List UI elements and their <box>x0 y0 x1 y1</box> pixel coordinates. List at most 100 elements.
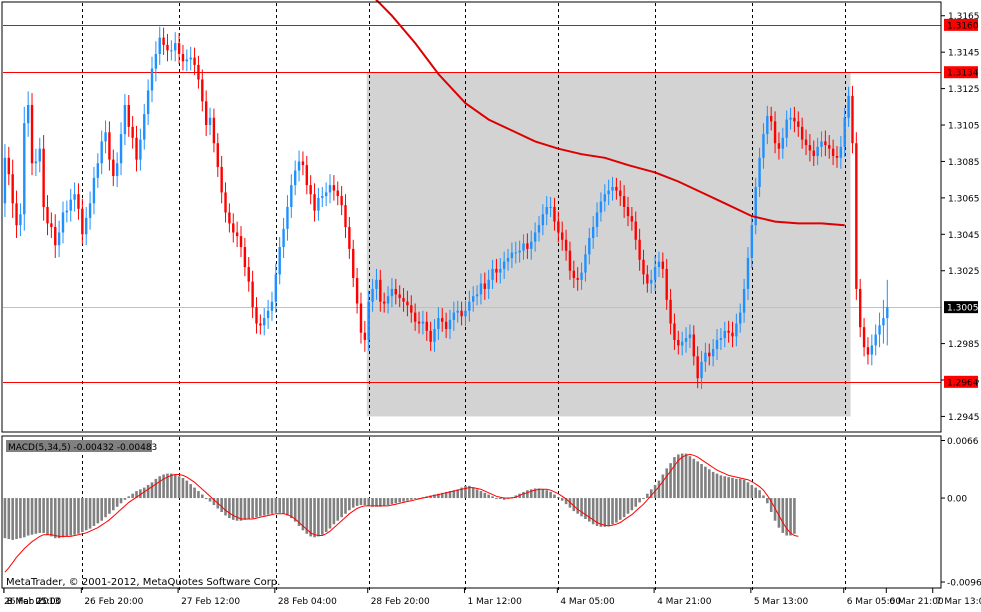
macd-bar <box>433 494 436 499</box>
macd-bar <box>139 489 142 499</box>
candle-body <box>3 157 7 204</box>
candle-body <box>843 117 846 147</box>
macd-bar <box>22 498 26 538</box>
time-tick-label: 26 Feb 20:00 <box>84 597 143 607</box>
candle-body <box>146 90 150 115</box>
macd-bar <box>96 498 100 524</box>
candle-body <box>212 117 216 144</box>
indicator-label-bg <box>6 440 152 452</box>
macd-bar <box>154 478 158 499</box>
macd-bar <box>247 498 251 519</box>
candle-body <box>773 121 777 144</box>
indicator-axis[interactable]: 0.0066 0.00 -0.00963 <box>941 437 981 589</box>
macd-bar <box>607 498 610 526</box>
candle-body <box>789 117 792 120</box>
candle-body <box>143 114 146 140</box>
macd-bar <box>777 498 781 528</box>
candle-body <box>274 274 278 302</box>
candle-body <box>208 117 212 126</box>
macd-bar <box>735 478 738 499</box>
candle-body <box>135 137 138 160</box>
macd-bar <box>564 498 568 505</box>
candle-body <box>828 145 831 149</box>
candle-body <box>568 250 572 271</box>
macd-bar <box>673 457 676 499</box>
macd-bar <box>704 466 707 499</box>
macd-bar <box>398 498 401 503</box>
macd-bar <box>239 498 243 521</box>
macd-bar <box>204 498 208 500</box>
candle-body <box>495 268 498 273</box>
candle-body <box>352 248 355 279</box>
macd-bar <box>402 498 405 502</box>
macd-bar <box>259 498 262 517</box>
macd-bar <box>738 478 742 499</box>
macd-bar <box>789 498 792 536</box>
macd-bar <box>131 493 134 499</box>
macd-bar <box>626 498 630 514</box>
macd-bar <box>301 498 305 531</box>
macd-bar <box>115 498 119 507</box>
macd-pane <box>3 453 799 573</box>
candle-body <box>510 252 514 258</box>
macd-bar <box>270 498 274 514</box>
candle-body <box>816 146 819 156</box>
macd-bar <box>696 461 699 499</box>
candle-body <box>541 214 545 226</box>
macd-bar <box>224 498 227 516</box>
macd-bar <box>386 498 390 506</box>
macd-bar <box>464 485 467 499</box>
time-tick-label: 26 Feb 2013 <box>4 597 60 607</box>
price-tick-label: 1.3125 <box>948 85 980 95</box>
candle-body <box>739 312 742 324</box>
macd-bar <box>754 487 758 499</box>
candle-body <box>793 117 796 122</box>
candle-body <box>626 206 630 217</box>
candle-body <box>61 212 65 233</box>
candle-body <box>313 194 316 211</box>
macd-bar <box>541 489 545 499</box>
price-axis[interactable]: 1.3165 1.3145 1.3125 1.3105 1.3085 1.3065 1.30… <box>941 12 980 423</box>
horizontal-levels[interactable] <box>3 25 941 383</box>
macd-bar <box>262 498 266 516</box>
candle-body <box>119 134 123 164</box>
candle-body <box>580 272 583 280</box>
indicator-tick-label: 0.0066 <box>947 437 979 447</box>
macd-bar <box>282 498 285 514</box>
candle-body <box>278 247 281 275</box>
candle-body <box>468 301 471 311</box>
macd-bar <box>731 477 734 499</box>
macd-bar <box>766 498 769 504</box>
macd-bar <box>355 498 359 506</box>
macd-bar <box>549 491 552 499</box>
macd-bar <box>135 491 138 499</box>
macd-bar <box>707 469 711 499</box>
candle-body <box>421 321 425 324</box>
macd-bar <box>529 489 533 499</box>
macd-bar <box>719 475 723 499</box>
macd-signal-line <box>4 453 799 573</box>
candle-body <box>847 95 850 118</box>
macd-bar <box>359 498 363 506</box>
candle-body <box>65 210 69 213</box>
candle-body <box>448 319 452 330</box>
range-zone <box>366 72 851 417</box>
time-axis[interactable]: 26 Feb 2013 26 Feb 20:00 27 Feb 12:00 28 Fe… <box>3 588 981 607</box>
macd-bar <box>177 476 181 499</box>
candle-body <box>228 212 231 224</box>
level-price-badge <box>944 18 978 31</box>
candle-body <box>878 325 881 335</box>
candle-body <box>247 267 250 282</box>
macd-bar <box>502 498 506 500</box>
macd-bar <box>92 498 96 526</box>
macd-bar <box>727 477 730 499</box>
candle-body <box>201 79 204 102</box>
macd-bar <box>274 498 278 513</box>
macd-bar <box>65 498 69 537</box>
macd-bar <box>57 498 61 539</box>
candle-body <box>162 37 165 45</box>
candle-body <box>402 298 405 302</box>
candle-body <box>232 223 235 233</box>
